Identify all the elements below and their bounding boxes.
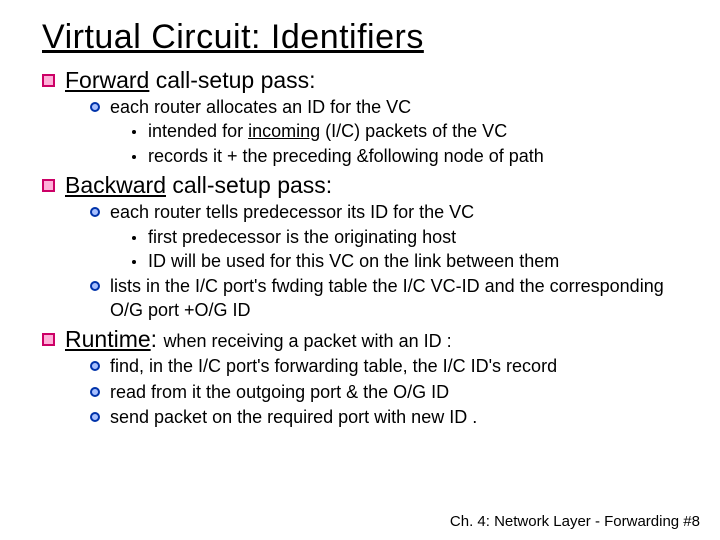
slide-footer: Ch. 4: Network Layer - Forwarding #8 (450, 513, 700, 530)
square-bullet-icon (42, 333, 55, 346)
sub-runtime-2-text: read from it the outgoing port & the O/G… (110, 381, 449, 404)
circle-bullet-icon (90, 207, 100, 217)
sub-backward-1-text: each router tells predecessor its ID for… (110, 201, 474, 224)
circle-bullet-icon (90, 361, 100, 371)
subsub-forward-1a-text: intended for incoming (I/C) packets of t… (148, 120, 507, 143)
dot-bullet-icon (132, 130, 136, 134)
subsub-forward-1b: records it + the preceding &following no… (132, 145, 688, 168)
slide-title: Virtual Circuit: Identifiers (42, 18, 688, 57)
sub-forward-1: each router allocates an ID for the VC (90, 96, 688, 119)
square-bullet-icon (42, 179, 55, 192)
dot-bullet-icon (132, 155, 136, 159)
bullet-forward-text: Forward call-setup pass: (65, 67, 316, 94)
bullet-runtime: Runtime: when receiving a packet with an… (42, 326, 688, 353)
sub-backward-2: lists in the I/C port's fwding table the… (90, 275, 688, 322)
bullet-runtime-text: Runtime: when receiving a packet with an… (65, 326, 452, 353)
sub-backward-1: each router tells predecessor its ID for… (90, 201, 688, 224)
dot-bullet-icon (132, 260, 136, 264)
sub-runtime-3: send packet on the required port with ne… (90, 406, 688, 429)
bullet-backward-text: Backward call-setup pass: (65, 172, 332, 199)
bullet-backward: Backward call-setup pass: (42, 172, 688, 199)
square-bullet-icon (42, 74, 55, 87)
subsub-forward-1a: intended for incoming (I/C) packets of t… (132, 120, 688, 143)
sub-runtime-1-text: find, in the I/C port's forwarding table… (110, 355, 557, 378)
sub-runtime-2: read from it the outgoing port & the O/G… (90, 381, 688, 404)
subsub-backward-1b-text: ID will be used for this VC on the link … (148, 250, 559, 273)
subsub-backward-1a-text: first predecessor is the originating hos… (148, 226, 456, 249)
circle-bullet-icon (90, 387, 100, 397)
sub-backward-2-text: lists in the I/C port's fwding table the… (110, 275, 688, 322)
subsub-backward-1b: ID will be used for this VC on the link … (132, 250, 688, 273)
subsub-forward-1b-text: records it + the preceding &following no… (148, 145, 544, 168)
sub-runtime-3-text: send packet on the required port with ne… (110, 406, 477, 429)
dot-bullet-icon (132, 236, 136, 240)
subsub-backward-1a: first predecessor is the originating hos… (132, 226, 688, 249)
sub-runtime-1: find, in the I/C port's forwarding table… (90, 355, 688, 378)
circle-bullet-icon (90, 102, 100, 112)
circle-bullet-icon (90, 281, 100, 291)
bullet-forward: Forward call-setup pass: (42, 67, 688, 94)
sub-forward-1-text: each router allocates an ID for the VC (110, 96, 411, 119)
circle-bullet-icon (90, 412, 100, 422)
